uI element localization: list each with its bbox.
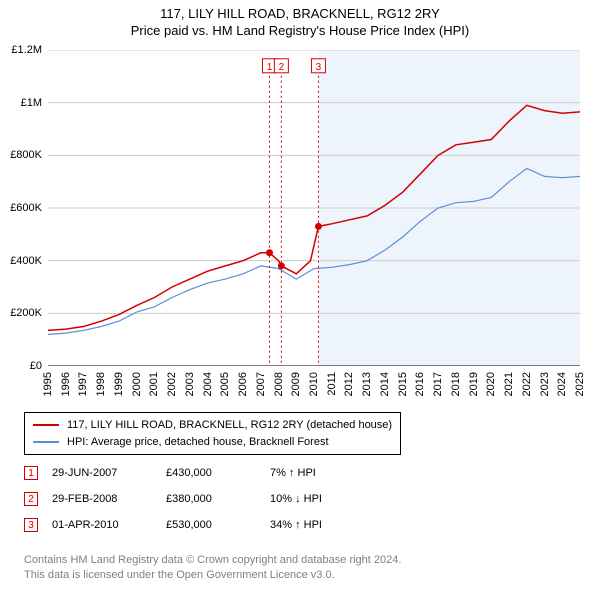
y-tick-label: £400K xyxy=(10,255,42,267)
chart-title: 117, LILY HILL ROAD, BRACKNELL, RG12 2RY xyxy=(0,6,600,23)
x-tick-label: 2010 xyxy=(308,372,320,396)
event-date: 29-JUN-2007 xyxy=(52,467,152,479)
y-tick-label: £0 xyxy=(30,360,42,372)
x-tick-label: 1995 xyxy=(42,372,54,396)
x-tick-label: 2007 xyxy=(255,372,267,396)
event-price: £530,000 xyxy=(166,519,256,531)
event-marker-badge: 1 xyxy=(24,466,38,480)
chart-container: { "title": { "line1": "117, LILY HILL RO… xyxy=(0,0,600,590)
legend-item: 117, LILY HILL ROAD, BRACKNELL, RG12 2RY… xyxy=(33,417,392,434)
legend-label: HPI: Average price, detached house, Brac… xyxy=(67,434,329,451)
x-tick-label: 2001 xyxy=(148,372,160,396)
chart-title-block: 117, LILY HILL ROAD, BRACKNELL, RG12 2RY… xyxy=(0,0,600,40)
x-tick-label: 2019 xyxy=(468,372,480,396)
x-tick-label: 2003 xyxy=(184,372,196,396)
legend-swatch xyxy=(33,424,59,426)
legend-swatch xyxy=(33,441,59,443)
event-marker-badge: 3 xyxy=(24,518,38,532)
event-table: 1 29-JUN-2007 £430,000 7% ↑ HPI 2 29-FEB-2008… xyxy=(24,460,380,538)
x-tick-label: 2015 xyxy=(397,372,409,396)
footnote-line: Contains HM Land Registry data © Crown c… xyxy=(24,553,401,567)
y-tick-label: £200K xyxy=(10,307,42,319)
event-date: 29-FEB-2008 xyxy=(52,493,152,505)
x-tick-label: 2000 xyxy=(131,372,143,396)
x-tick-label: 2018 xyxy=(450,372,462,396)
legend: 117, LILY HILL ROAD, BRACKNELL, RG12 2RY… xyxy=(24,412,401,455)
svg-text:2: 2 xyxy=(279,62,285,73)
footnote-line: This data is licensed under the Open Gov… xyxy=(24,568,401,582)
x-tick-label: 2024 xyxy=(556,372,568,396)
x-tick-label: 1999 xyxy=(113,372,125,396)
x-tick-label: 2011 xyxy=(326,372,338,396)
footnote: Contains HM Land Registry data © Crown c… xyxy=(24,553,401,582)
svg-text:1: 1 xyxy=(267,62,273,73)
event-row: 1 29-JUN-2007 £430,000 7% ↑ HPI xyxy=(24,460,380,486)
x-tick-label: 2022 xyxy=(521,372,533,396)
x-tick-label: 1998 xyxy=(95,372,107,396)
x-tick-label: 1997 xyxy=(77,372,89,396)
chart-subtitle: Price paid vs. HM Land Registry's House … xyxy=(0,23,600,40)
chart-svg: 12 3 xyxy=(48,50,580,366)
x-tick-label: 2006 xyxy=(237,372,249,396)
event-delta: 34% ↑ HPI xyxy=(270,519,380,531)
x-axis-labels: 1995199619971998199920002001200220032004… xyxy=(48,368,580,408)
y-axis-labels: £0£200K£400K£600K£800K£1M£1.2M xyxy=(0,50,46,366)
y-tick-label: £1M xyxy=(21,97,42,109)
y-tick-label: £1.2M xyxy=(11,44,42,56)
y-tick-label: £600K xyxy=(10,202,42,214)
svg-text:3: 3 xyxy=(316,62,322,73)
y-tick-label: £800K xyxy=(10,149,42,161)
legend-label: 117, LILY HILL ROAD, BRACKNELL, RG12 2RY… xyxy=(67,417,392,434)
x-tick-label: 2021 xyxy=(503,372,515,396)
event-marker-badge: 2 xyxy=(24,492,38,506)
x-tick-label: 2014 xyxy=(379,372,391,396)
x-tick-label: 2013 xyxy=(361,372,373,396)
chart-plot-area: 12 3 xyxy=(48,50,580,366)
x-tick-label: 2005 xyxy=(219,372,231,396)
legend-item: HPI: Average price, detached house, Brac… xyxy=(33,434,392,451)
event-price: £430,000 xyxy=(166,467,256,479)
x-tick-label: 2025 xyxy=(574,372,586,396)
x-tick-label: 2009 xyxy=(290,372,302,396)
x-tick-label: 2008 xyxy=(273,372,285,396)
x-tick-label: 2016 xyxy=(414,372,426,396)
x-tick-label: 2012 xyxy=(343,372,355,396)
x-tick-label: 2023 xyxy=(539,372,551,396)
x-tick-label: 2017 xyxy=(432,372,444,396)
event-row: 3 01-APR-2010 £530,000 34% ↑ HPI xyxy=(24,512,380,538)
x-tick-label: 2004 xyxy=(202,372,214,396)
x-tick-label: 2002 xyxy=(166,372,178,396)
event-delta: 10% ↓ HPI xyxy=(270,493,380,505)
event-date: 01-APR-2010 xyxy=(52,519,152,531)
x-tick-label: 2020 xyxy=(485,372,497,396)
event-row: 2 29-FEB-2008 £380,000 10% ↓ HPI xyxy=(24,486,380,512)
x-tick-label: 1996 xyxy=(60,372,72,396)
event-price: £380,000 xyxy=(166,493,256,505)
event-delta: 7% ↑ HPI xyxy=(270,467,380,479)
